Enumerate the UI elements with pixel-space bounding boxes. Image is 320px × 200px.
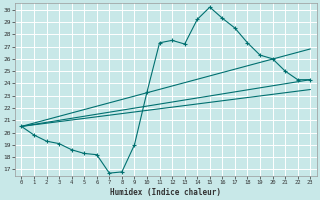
X-axis label: Humidex (Indice chaleur): Humidex (Indice chaleur) (110, 188, 221, 197)
